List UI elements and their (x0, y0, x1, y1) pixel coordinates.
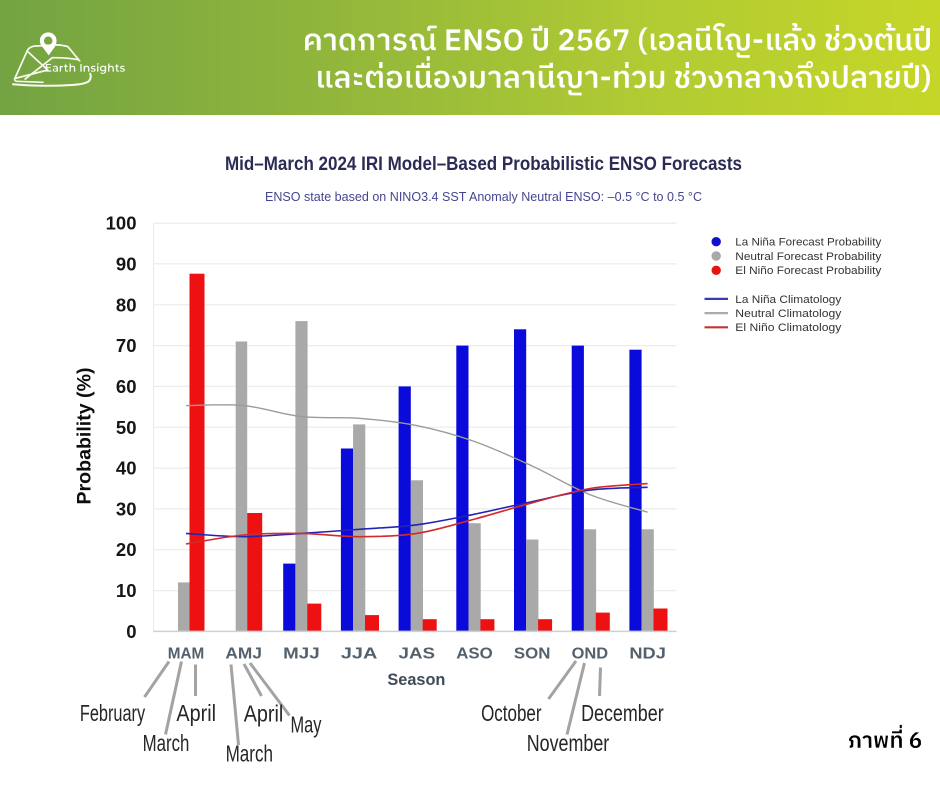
svg-text:30: 30 (116, 498, 137, 519)
svg-text:November: November (527, 730, 610, 756)
svg-text:0: 0 (126, 621, 136, 642)
svg-text:March: March (143, 730, 190, 756)
svg-text:April: April (244, 701, 284, 727)
svg-text:JAS: JAS (399, 646, 436, 663)
svg-text:MAM: MAM (168, 646, 205, 663)
svg-text:May: May (291, 712, 322, 738)
svg-text:40: 40 (116, 458, 137, 479)
svg-text:El Niño Forecast Probability: El Niño Forecast Probability (735, 265, 881, 277)
svg-text:70: 70 (116, 335, 137, 356)
svg-text:JJA: JJA (341, 646, 378, 663)
svg-text:October: October (481, 700, 542, 726)
svg-text:90: 90 (116, 253, 137, 274)
svg-text:20: 20 (116, 539, 137, 560)
svg-text:SON: SON (514, 646, 551, 663)
svg-text:La Niña Forecast Probability: La Niña Forecast Probability (735, 237, 881, 249)
svg-text:NDJ: NDJ (629, 646, 666, 663)
svg-text:OND: OND (572, 646, 609, 663)
svg-text:60: 60 (116, 376, 137, 397)
svg-text:Probability (%): Probability (%) (75, 368, 96, 505)
svg-text:La Niña Climatology: La Niña Climatology (735, 294, 841, 306)
svg-text:Mid–March 2024 IRI Model–Based: Mid–March 2024 IRI Model–Based Probabili… (225, 154, 742, 175)
svg-text:December: December (581, 700, 664, 726)
svg-text:50: 50 (116, 417, 137, 438)
svg-text:April: April (176, 700, 216, 726)
svg-text:80: 80 (116, 294, 137, 315)
svg-text:March: March (226, 740, 273, 766)
svg-text:MJJ: MJJ (283, 646, 320, 663)
svg-text:10: 10 (116, 580, 137, 601)
svg-text:AMJ: AMJ (225, 646, 262, 663)
svg-text:ASO: ASO (456, 646, 493, 663)
svg-text:El Niño Climatology: El Niño Climatology (735, 322, 841, 334)
svg-text:100: 100 (106, 213, 137, 234)
svg-text:ENSO state based on NINO3.4 SS: ENSO state based on NINO3.4 SST Anomaly … (265, 189, 702, 204)
svg-text:Neutral Climatology: Neutral Climatology (735, 308, 841, 320)
svg-text:February: February (80, 700, 146, 726)
svg-text:Season: Season (387, 671, 445, 689)
svg-text:Neutral Forecast Probability: Neutral Forecast Probability (735, 251, 881, 263)
